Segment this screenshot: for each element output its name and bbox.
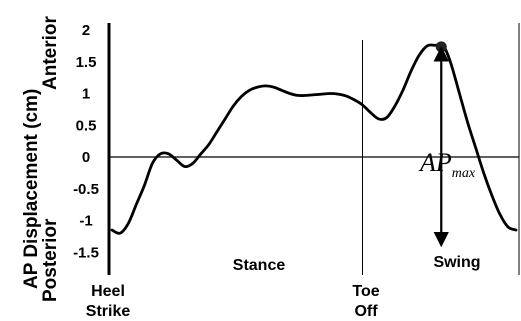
phase-label-swing: Swing (433, 254, 480, 271)
series-line (110, 43, 518, 235)
peak-dot (435, 41, 447, 53)
y-axis-titles: AP Displacement (cm) Anterior Posterior (21, 16, 61, 303)
y-tick-label: -1 (79, 213, 92, 230)
heel-strike-label-line1: Heel (91, 283, 125, 300)
y-tick-label: 2 (82, 22, 90, 39)
y-tick-label: 1 (82, 86, 90, 103)
y-axis-title-anterior: Anterior (40, 16, 61, 91)
y-axis-title-posterior: Posterior (40, 218, 61, 302)
heel-strike-label-line2: Strike (86, 303, 131, 320)
y-tick-labels: 2 1.5 1 0.5 0 -0.5 -1 -1.5 (73, 22, 99, 261)
y-tick-label: -1.5 (73, 244, 99, 261)
apmax-label: APmax (418, 148, 476, 181)
y-axis-title: AP Displacement (cm) (21, 89, 42, 289)
phase-label-stance: Stance (233, 257, 286, 274)
toe-off-label-line1: Toe (352, 283, 379, 300)
toe-off-label-line2: Off (354, 303, 378, 320)
apmax-main: AP (418, 148, 452, 177)
apmax-subscript: max (452, 166, 476, 181)
y-tick-label: 0.5 (76, 117, 97, 134)
y-tick-label: 0 (82, 149, 90, 166)
y-tick-label: 1.5 (76, 54, 97, 71)
y-tick-label: -0.5 (73, 181, 99, 198)
